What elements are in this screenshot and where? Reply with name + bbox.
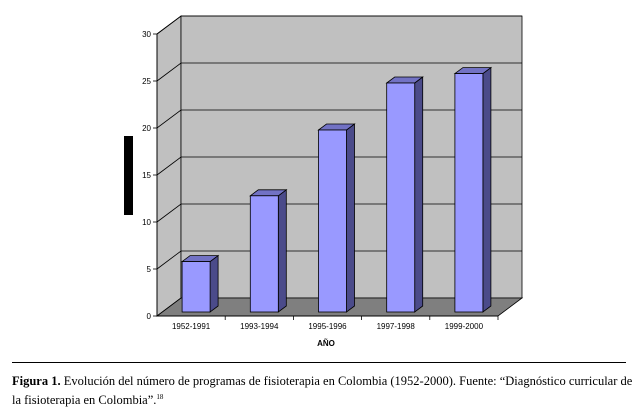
caption-rule xyxy=(12,362,626,363)
y-axis-label-block xyxy=(124,136,133,215)
bar-front xyxy=(387,83,415,312)
caption-label: Figura 1. xyxy=(12,374,61,388)
y-tick-label: 25 xyxy=(142,77,151,86)
y-tick-label: 15 xyxy=(142,171,151,180)
bar-front xyxy=(182,262,210,312)
y-tick-label: 20 xyxy=(142,124,151,133)
x-tick-label: 1997-1998 xyxy=(377,322,416,331)
caption-text: Evolución del número de programas de fis… xyxy=(12,374,632,407)
x-axis-label: AÑO xyxy=(317,339,335,348)
figure-caption: Figura 1. Evolución del número de progra… xyxy=(12,373,634,408)
y-tick-labels: 0 5 10 15 20 25 30 xyxy=(142,30,151,321)
y-tick-label: 5 xyxy=(147,265,152,274)
x-tick-label: 1999-2000 xyxy=(445,322,484,331)
bar-front xyxy=(250,196,278,312)
bar-front xyxy=(319,130,347,312)
bar-side xyxy=(415,77,423,312)
y-tick-label: 0 xyxy=(147,312,152,321)
x-tick-label: 1995-1996 xyxy=(308,322,347,331)
y-tick-label: 30 xyxy=(142,30,151,39)
x-tick-label: 1952-1991 xyxy=(172,322,211,331)
bar-front xyxy=(455,74,483,312)
x-tick-label: 1993-1994 xyxy=(240,322,279,331)
bar xyxy=(182,256,218,312)
bar-side xyxy=(483,68,491,312)
bar-side xyxy=(347,124,355,312)
bar xyxy=(250,190,286,312)
bar-side xyxy=(210,256,218,312)
caption-reference: 18 xyxy=(156,393,163,401)
x-tick-labels: 1952-1991 1993-1994 1995-1996 1997-1998 1999… xyxy=(172,316,498,331)
y-tick-label: 10 xyxy=(142,218,151,227)
bar-chart: 0 5 10 15 20 25 30 1952-1991 1993-1994 1995-1996… xyxy=(0,0,640,360)
bar xyxy=(387,77,423,312)
bar-side xyxy=(278,190,286,312)
bar xyxy=(455,68,491,312)
bar xyxy=(319,124,355,312)
